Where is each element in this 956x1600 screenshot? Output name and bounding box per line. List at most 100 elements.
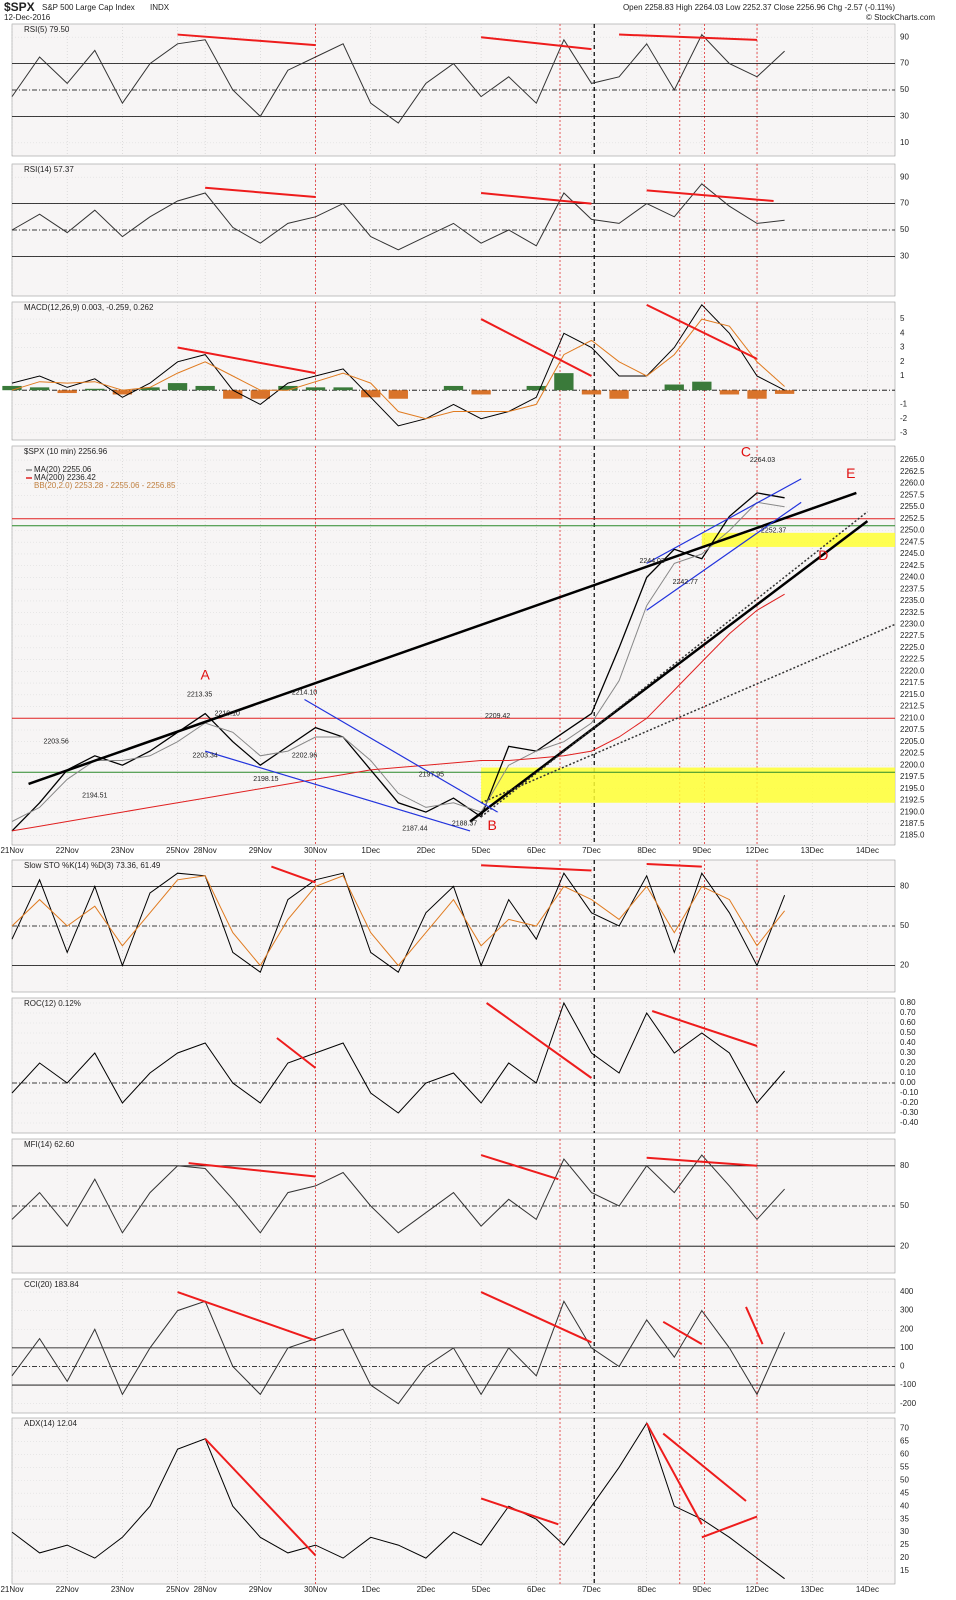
y-tick-label: 40 [900, 1501, 909, 1510]
y-tick-label: -0.30 [900, 1108, 919, 1117]
series-line [11, 318, 785, 420]
y-tick-label: 2187.5 [900, 819, 925, 828]
y-tick-label: 70 [900, 1423, 909, 1432]
divergence-line [480, 192, 592, 205]
y-tick-label: 45 [900, 1488, 909, 1497]
y-tick-label: 0.70 [900, 1008, 916, 1017]
y-tick-label: 2262.5 [900, 467, 925, 476]
divergence-line [662, 1432, 747, 1502]
x-tick-label: 25Nov [166, 1585, 189, 1594]
y-tick-label: 0.50 [900, 1028, 916, 1037]
panel-title: CCI(20) 183.84 [24, 1280, 79, 1289]
panel [11, 1278, 896, 1414]
panel [11, 1417, 896, 1585]
histogram-bar [333, 387, 353, 391]
y-tick-label: 3 [900, 343, 905, 352]
y-tick-label: 300 [900, 1306, 914, 1315]
x-tick-label: 28Nov [194, 1585, 217, 1594]
ohlc: Open 2258.83 High 2264.03 Low 2252.37 Cl… [623, 3, 895, 12]
x-tick-label: 22Nov [56, 1585, 79, 1594]
channel-line [646, 501, 802, 611]
series-line [11, 1300, 786, 1405]
wave-label: D [818, 547, 828, 563]
divergence-line [646, 189, 774, 202]
y-tick-label: 2260.0 [900, 479, 925, 488]
index-name: S&P 500 Large Cap Index [42, 3, 135, 12]
x-tick-label: 30Nov [304, 1585, 327, 1594]
y-tick-label: 10 [900, 138, 909, 147]
y-tick-label: -100 [900, 1380, 917, 1389]
y-tick-label: 400 [900, 1287, 914, 1296]
y-tick-label: 2192.5 [900, 796, 925, 805]
histogram-bar [195, 385, 215, 391]
panel-title: ADX(14) 12.04 [24, 1419, 77, 1428]
panel-title: ROC(12) 0.12% [24, 999, 81, 1008]
divergence-line [177, 346, 316, 375]
y-tick-label: 0.00 [900, 1078, 916, 1087]
series-line [11, 1154, 785, 1234]
y-tick-label: -200 [900, 1399, 917, 1408]
x-tick-label: 28Nov [194, 846, 217, 855]
histogram-bar [167, 383, 188, 391]
y-tick-label: 2232.5 [900, 608, 925, 617]
exchange: INDX [150, 3, 170, 12]
y-tick-label: 2 [900, 357, 905, 366]
y-tick-label: 65 [900, 1436, 909, 1445]
support-band [481, 767, 895, 803]
price-label: 2210.10 [215, 710, 240, 717]
divergence-line [619, 33, 758, 41]
x-tick-label: 30Nov [304, 846, 327, 855]
price-label: 2244.03 [640, 558, 665, 565]
histogram-bar [305, 387, 326, 391]
y-tick-label: 4 [900, 328, 905, 337]
x-tick-label: 29Nov [249, 1585, 272, 1594]
divergence-line [205, 186, 316, 198]
y-tick-label: 90 [900, 172, 909, 181]
x-tick-label: 9Dec [693, 1585, 712, 1594]
y-tick-label: -1 [900, 400, 908, 409]
y-tick-label: 2255.0 [900, 502, 925, 511]
price-label: 2198.15 [253, 776, 278, 783]
series-line [11, 1001, 785, 1114]
y-tick-label: 2197.5 [900, 772, 925, 781]
x-tick-label: 12Dec [745, 1585, 768, 1594]
channel-line [204, 750, 471, 832]
wave-label: A [200, 667, 210, 683]
y-tick-label: 2215.0 [900, 690, 925, 699]
divergence-line [276, 1037, 317, 1069]
y-tick-label: 2202.5 [900, 749, 925, 758]
y-tick-label: 0.10 [900, 1068, 916, 1077]
price-label: 2213.35 [187, 692, 212, 699]
channel-line [304, 698, 498, 813]
y-tick-label: 60 [900, 1449, 909, 1458]
y-tick-label: 2190.0 [900, 807, 925, 816]
price-label: 2187.44 [402, 825, 427, 832]
histogram-bar [278, 385, 298, 391]
y-tick-label: 2240.0 [900, 573, 925, 582]
divergence-line [701, 1515, 758, 1539]
divergence-line [271, 865, 316, 884]
y-tick-label: 2195.0 [900, 784, 925, 793]
series-line [11, 492, 785, 832]
dotted-trend-line [480, 623, 896, 804]
y-tick-label: 70 [900, 199, 909, 208]
legend-entry: MA(200) 2236.42 [34, 473, 96, 482]
y-tick-label: 15 [900, 1566, 909, 1575]
price-label: 2194.51 [82, 793, 107, 800]
divergence-line [651, 1010, 758, 1047]
y-tick-label: 2250.0 [900, 526, 925, 535]
divergence-line [480, 1291, 592, 1344]
divergence-line [481, 864, 592, 872]
histogram-bar [29, 387, 50, 391]
series-line [11, 875, 785, 967]
x-tick-label: 14Dec [856, 1585, 879, 1594]
x-tick-label: 25Nov [166, 846, 189, 855]
histogram-bar [719, 390, 740, 395]
divergence-line [646, 1156, 758, 1167]
divergence-line [188, 1162, 316, 1178]
divergence-line [646, 303, 758, 360]
legend-entry: BB(20,2.0) 2253.28 - 2255.06 - 2256.85 [34, 481, 176, 490]
histogram-bar [2, 385, 22, 391]
y-tick-label: 0.30 [900, 1048, 916, 1057]
y-tick-label: 50 [900, 1475, 909, 1484]
